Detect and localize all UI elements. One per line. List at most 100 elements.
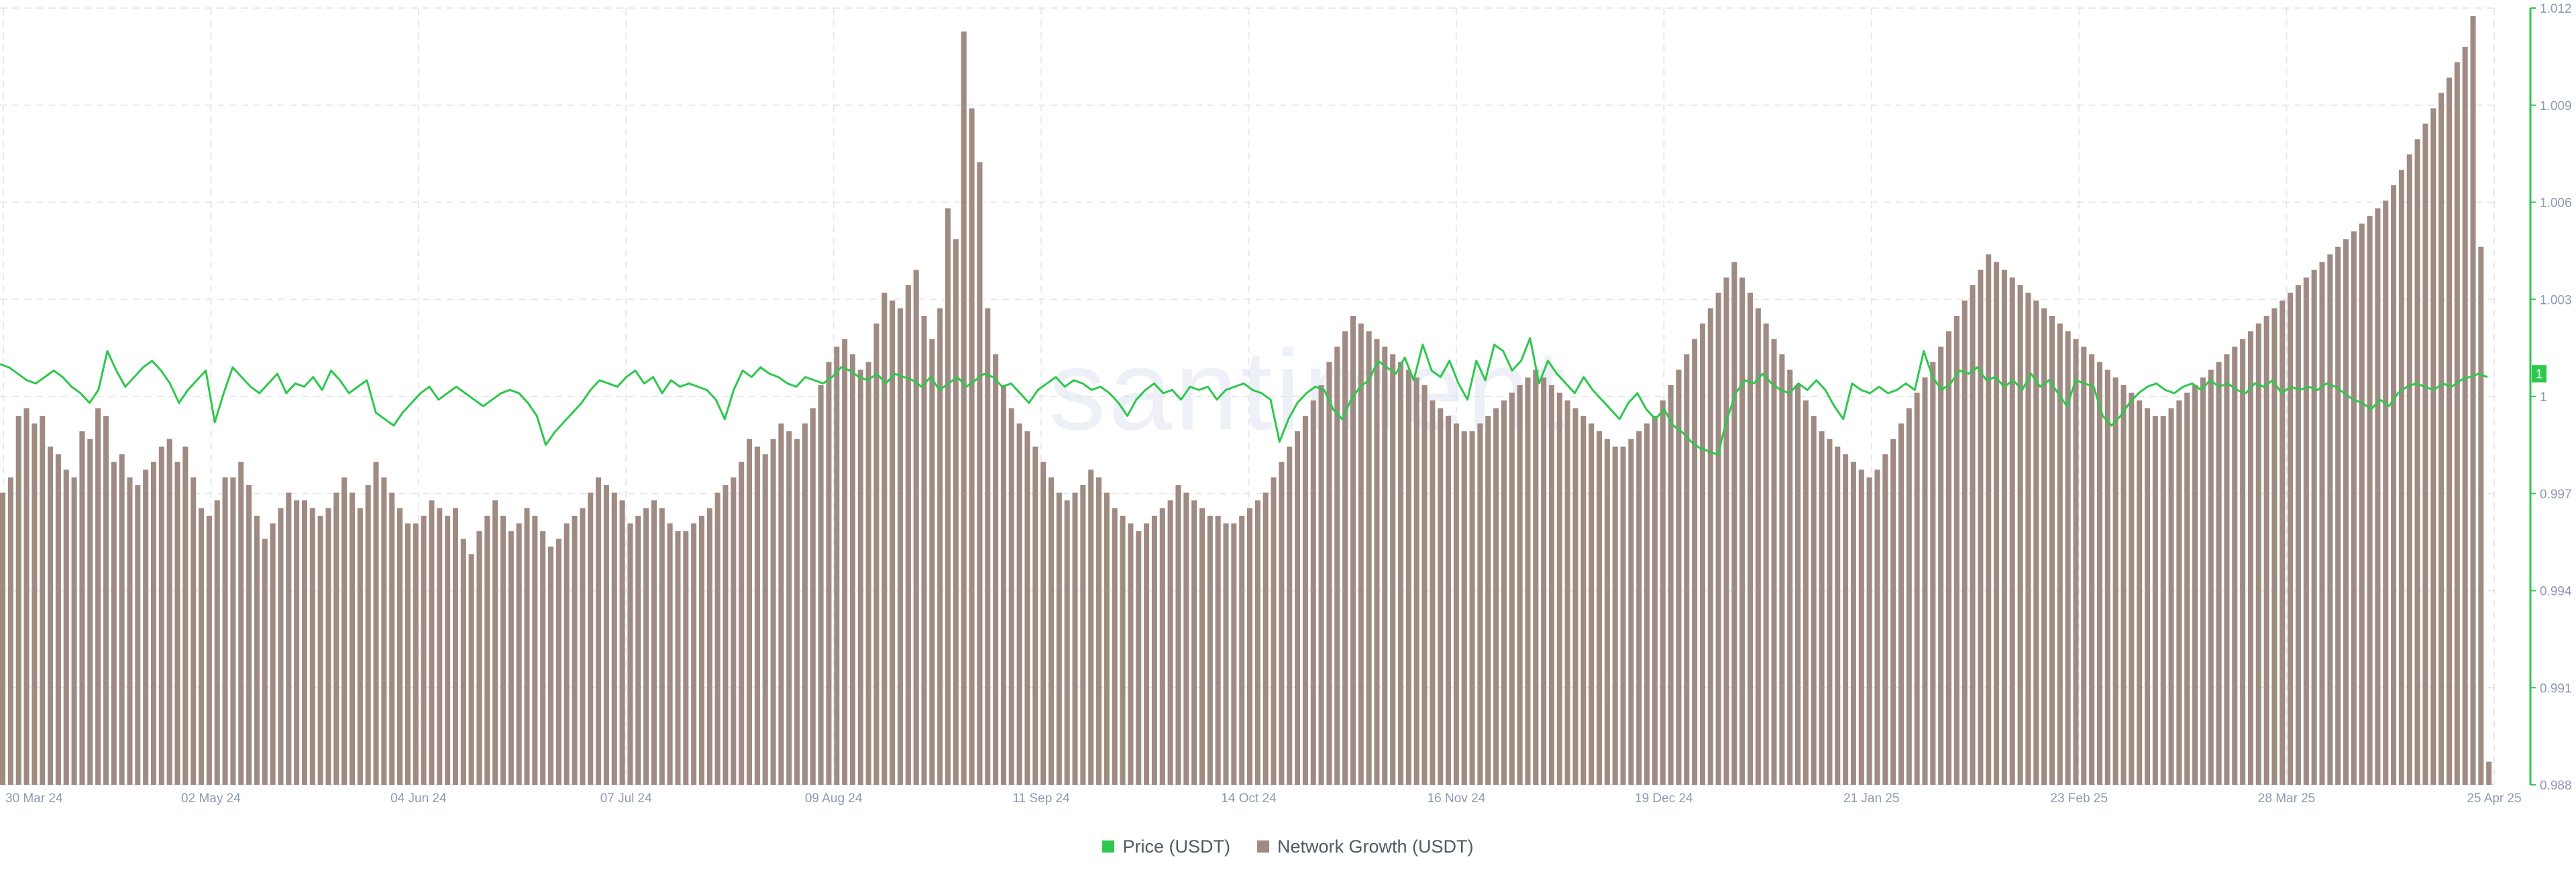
chart: santiment 1.0121.0091.0061.00310.9970.99…: [0, 2, 2572, 806]
network-growth-bar: [55, 454, 61, 785]
network-growth-bar: [2152, 415, 2158, 785]
network-growth-bar: [1374, 339, 1380, 785]
network-growth-bar: [1247, 508, 1253, 785]
network-growth-bar: [898, 308, 904, 785]
network-growth-bar: [103, 415, 109, 785]
network-growth-bar: [627, 523, 633, 785]
network-growth-bar: [524, 508, 530, 785]
x-tick-label: 11 Sep 24: [1012, 792, 1070, 806]
network-growth-bar: [572, 515, 578, 785]
network-growth-bar: [1421, 385, 1428, 785]
network-growth-bar: [111, 461, 117, 785]
network-growth-bar: [1525, 377, 1531, 785]
network-growth-bar: [1707, 308, 1713, 785]
network-growth-bar: [2454, 62, 2460, 785]
network-growth-bar: [174, 461, 180, 785]
x-tick-label: 28 Mar 25: [2258, 792, 2316, 806]
y-tick-label: 0.991: [2540, 682, 2572, 696]
network-growth-bar: [1254, 500, 1260, 785]
network-growth-bar: [484, 515, 490, 785]
network-growth-bar: [2271, 308, 2277, 785]
network-growth-bar: [0, 492, 6, 785]
y-tick-label: 1: [2540, 390, 2547, 404]
network-growth-bar: [1223, 523, 1229, 785]
network-growth-bar: [2414, 139, 2420, 785]
network-growth-bar: [1120, 515, 1126, 785]
network-growth-bar: [222, 477, 228, 785]
network-growth-bar: [977, 162, 983, 785]
legend-item-network-growth[interactable]: Network Growth (USDT): [1256, 836, 1474, 857]
network-growth-bar: [1167, 500, 1173, 785]
network-growth-bar: [794, 439, 800, 785]
network-growth-bar: [2295, 285, 2302, 785]
network-growth-bar: [1803, 400, 1809, 785]
network-growth-bar: [2255, 323, 2261, 785]
network-growth-bar: [1533, 370, 1539, 785]
network-growth-bar: [2351, 231, 2357, 785]
network-growth-bar: [182, 446, 189, 785]
network-growth-bar: [1819, 431, 1825, 785]
network-growth-bar: [921, 315, 927, 785]
network-growth-bar: [1572, 408, 1578, 785]
network-growth-bar: [961, 31, 967, 785]
network-growth-bar: [2470, 16, 2476, 785]
network-growth-bar: [1366, 331, 1372, 785]
network-growth-bar: [2327, 254, 2333, 785]
network-growth-bar: [1430, 400, 1436, 785]
network-growth-bar: [802, 423, 808, 785]
network-growth-bar: [905, 285, 911, 785]
network-growth-bar: [651, 500, 657, 785]
network-growth-bar: [849, 354, 856, 785]
network-growth-bar: [1890, 439, 1896, 785]
network-growth-bar: [2049, 315, 2055, 785]
network-growth-bar: [166, 439, 172, 785]
network-growth-bar: [373, 461, 379, 785]
network-growth-bar: [1644, 423, 1650, 785]
network-growth-bar: [1771, 339, 1777, 785]
network-growth-bar: [127, 477, 133, 785]
network-growth-bar: [770, 439, 776, 785]
network-growth-bar: [953, 239, 959, 785]
network-growth-bar: [15, 415, 21, 785]
network-growth-bar: [357, 508, 363, 785]
network-growth-bar: [476, 531, 482, 785]
network-growth-bar: [1858, 470, 1864, 785]
network-growth-bar: [2247, 331, 2253, 785]
network-growth-bar: [2033, 301, 2039, 785]
network-growth-bar: [778, 423, 784, 785]
network-growth-bar: [365, 485, 371, 785]
network-growth-bar: [691, 523, 697, 785]
network-growth-bar: [405, 523, 411, 785]
network-growth-bar: [993, 354, 999, 785]
network-growth-bar: [1874, 470, 1880, 785]
legend-item-price[interactable]: Price (USDT): [1102, 836, 1230, 857]
network-growth-bar: [1239, 515, 1245, 785]
x-tick-label: 04 Jun 24: [390, 792, 447, 806]
network-growth-bar: [2160, 415, 2166, 785]
legend-label-network-growth: Network Growth (USDT): [1277, 836, 1474, 857]
network-growth-bar: [1660, 400, 1666, 785]
network-growth-bar: [2240, 339, 2246, 785]
network-growth-bar: [1827, 439, 1833, 785]
network-growth-bar: [214, 500, 220, 785]
network-growth-bar: [1898, 423, 1904, 785]
network-growth-bar: [1930, 362, 1936, 785]
network-growth-bar: [2375, 208, 2381, 785]
network-growth-bar: [1795, 385, 1801, 785]
network-growth-bar: [1517, 385, 1523, 785]
network-growth-bar: [890, 301, 896, 785]
price-swatch-icon: [1102, 840, 1115, 853]
network-growth-bar: [1699, 323, 1705, 785]
network-growth-bar: [2406, 154, 2412, 785]
network-growth-bar: [1668, 385, 1674, 785]
x-tick-label: 19 Dec 24: [1635, 792, 1693, 806]
network-growth-bar: [1556, 392, 1562, 785]
network-growth-bar: [2232, 346, 2238, 785]
network-growth-bar: [1596, 431, 1603, 785]
network-growth-bar: [500, 515, 506, 785]
network-growth-bar: [143, 470, 149, 785]
network-growth-bar: [254, 515, 260, 785]
network-growth-bar: [2383, 201, 2389, 785]
network-growth-bar: [873, 323, 879, 785]
network-growth-bar: [1191, 500, 1197, 785]
